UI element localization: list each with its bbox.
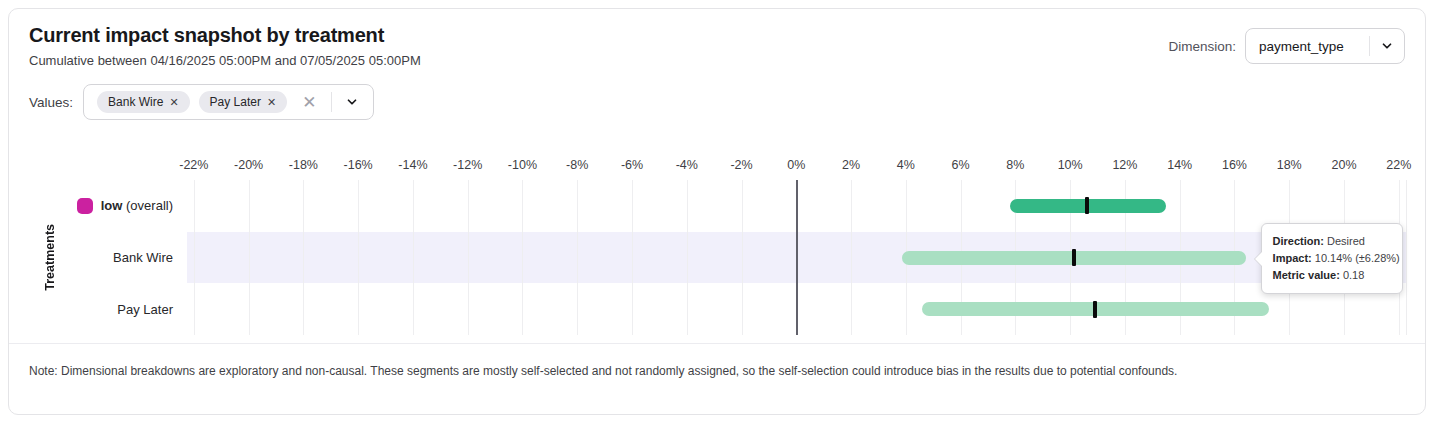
tooltip-metric-value: Metric value: 0.18 <box>1273 267 1391 284</box>
x-axis-tick-label: 0% <box>787 158 805 172</box>
x-axis-tick-label: -2% <box>730 158 752 172</box>
x-axis-tick-label: 18% <box>1277 158 1302 172</box>
dimension-group: Dimension: payment_type <box>1168 28 1405 64</box>
x-axis-tick-label: 16% <box>1222 158 1247 172</box>
gridline <box>303 180 304 335</box>
gridline <box>522 180 523 335</box>
value-chip[interactable]: Pay Later ✕ <box>199 91 288 113</box>
dimension-selected-value: payment_type <box>1246 39 1369 54</box>
tooltip-direction: Direction: Desired <box>1273 233 1391 250</box>
values-label: Values: <box>29 95 73 110</box>
x-axis-tick-label: -10% <box>508 158 537 172</box>
bar-tooltip: Direction: Desired Impact: 10.14% (±6.28… <box>1261 223 1403 294</box>
x-axis-tick-label: -12% <box>453 158 482 172</box>
card-footer: Note: Dimensional breakdowns are explora… <box>9 343 1425 378</box>
legend-swatch <box>77 198 93 214</box>
x-axis-tick-label: -20% <box>234 158 263 172</box>
gridline <box>194 180 195 335</box>
chip-remove-icon[interactable]: ✕ <box>267 97 276 108</box>
plot-right-border <box>1406 180 1407 335</box>
chart-row-labels: Treatments low (overall) Bank Wire Pay Lat… <box>29 150 187 335</box>
gridline <box>413 180 414 335</box>
chip-label: Bank Wire <box>108 95 163 109</box>
tooltip-impact: Impact: 10.14% (±6.28%) <box>1273 250 1391 267</box>
row-label-text: low (overall) <box>101 198 173 213</box>
x-axis-tick-label: -22% <box>179 158 208 172</box>
values-multiselect[interactable]: Bank Wire ✕ Pay Later ✕ ✕ <box>83 84 374 120</box>
zero-line <box>796 180 798 335</box>
values-divider <box>331 92 332 112</box>
header-titles: Current impact snapshot by treatment Cum… <box>29 24 421 68</box>
gridline <box>358 180 359 335</box>
chevron-down-icon[interactable] <box>341 95 363 109</box>
x-axis-tick-label: -6% <box>621 158 643 172</box>
x-axis: -22%-20%-18%-16%-14%-12%-10%-8%-6%-4%-2%… <box>187 150 1407 180</box>
value-chip[interactable]: Bank Wire ✕ <box>97 91 190 113</box>
axis-spacer <box>29 150 187 180</box>
dimension-select[interactable]: payment_type <box>1245 28 1405 64</box>
impact-point-marker <box>1072 249 1076 266</box>
dimension-label: Dimension: <box>1168 39 1236 54</box>
row-label-text: Bank Wire <box>113 250 173 265</box>
chevron-down-icon[interactable] <box>1370 39 1404 53</box>
x-axis-tick-label: -18% <box>289 158 318 172</box>
gridline <box>632 180 633 335</box>
x-axis-tick-label: 12% <box>1112 158 1137 172</box>
gridline <box>687 180 688 335</box>
y-axis-title: Treatments <box>43 180 57 335</box>
values-filter-row: Values: Bank Wire ✕ Pay Later ✕ ✕ <box>29 84 1405 120</box>
x-axis-tick-label: 10% <box>1058 158 1083 172</box>
gridline <box>577 180 578 335</box>
value-chips: Bank Wire ✕ Pay Later ✕ <box>97 91 287 113</box>
clear-all-icon[interactable]: ✕ <box>296 94 322 111</box>
gridline <box>851 180 852 335</box>
x-axis-tick-label: 14% <box>1167 158 1192 172</box>
x-axis-tick-label: 6% <box>952 158 970 172</box>
x-axis-tick-label: 20% <box>1331 158 1356 172</box>
non-causal-note: Note: Dimensional breakdowns are explora… <box>29 364 1405 378</box>
row-label-text: Pay Later <box>117 302 173 317</box>
x-axis-tick-label: -16% <box>344 158 373 172</box>
gridline <box>249 180 250 335</box>
impact-chart: Treatments low (overall) Bank Wire Pay Lat… <box>29 150 1407 335</box>
x-axis-tick-label: 4% <box>897 158 915 172</box>
x-axis-tick-label: 22% <box>1386 158 1411 172</box>
page-title: Current impact snapshot by treatment <box>29 24 421 47</box>
x-axis-tick-label: 2% <box>842 158 860 172</box>
impact-snapshot-card: Current impact snapshot by treatment Cum… <box>8 8 1426 415</box>
x-axis-tick-label: -14% <box>398 158 427 172</box>
chart-plot-column: -22%-20%-18%-16%-14%-12%-10%-8%-6%-4%-2%… <box>187 150 1407 335</box>
gridline <box>742 180 743 335</box>
card-header: Current impact snapshot by treatment Cum… <box>9 9 1425 68</box>
chip-remove-icon[interactable]: ✕ <box>169 97 178 108</box>
x-axis-tick-label: 8% <box>1006 158 1024 172</box>
gridline <box>468 180 469 335</box>
chip-label: Pay Later <box>210 95 261 109</box>
impact-point-marker <box>1085 197 1089 214</box>
x-axis-tick-label: -4% <box>676 158 698 172</box>
impact-point-marker <box>1093 301 1097 318</box>
tooltip-arrow <box>1255 252 1262 266</box>
plot-area: Direction: Desired Impact: 10.14% (±6.28… <box>187 180 1407 335</box>
x-axis-tick-label: -8% <box>566 158 588 172</box>
date-range-subtitle: Cumulative between 04/16/2025 05:00PM an… <box>29 53 421 68</box>
